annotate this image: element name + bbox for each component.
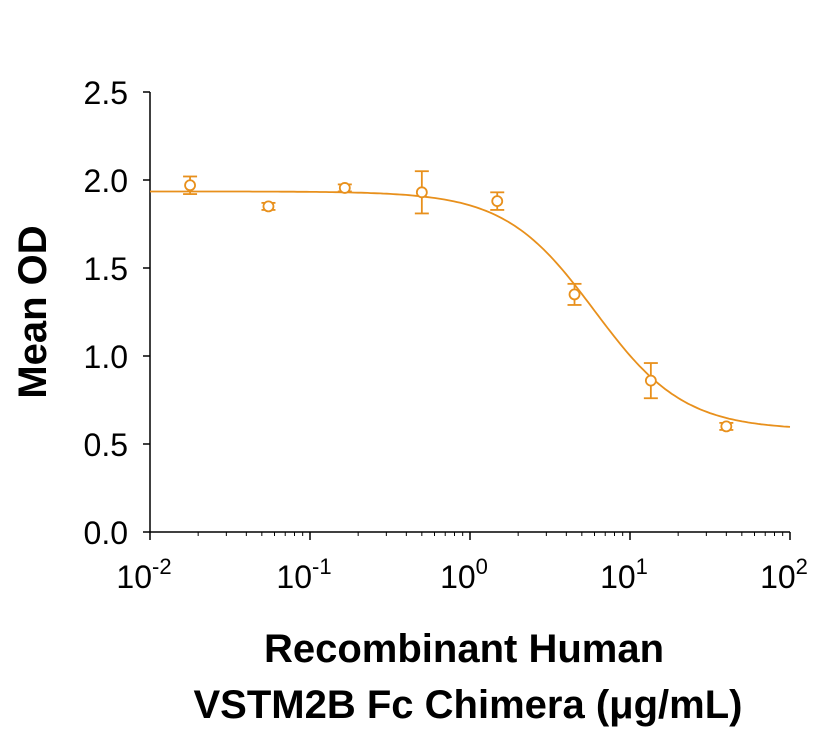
data-point [415, 186, 428, 199]
data-points [183, 170, 734, 433]
axes: 0.0 0.5 1.0 1.5 2.0 2.5 10-2 10-1 100 101 102 [84, 75, 808, 595]
x-tick-label: 101 [600, 554, 648, 595]
fit-curve-group [150, 190, 791, 428]
x-tick-label: 100 [440, 554, 488, 595]
y-tick-label: 2.0 [84, 163, 128, 199]
y-tick-label: 0.0 [84, 515, 128, 551]
x-tick-label: 10-2 [116, 554, 171, 595]
data-point [568, 288, 581, 301]
data-point [184, 179, 196, 192]
data-point [720, 420, 733, 433]
y-tick-label: 0.5 [84, 427, 128, 463]
y-axis-label: Mean OD [11, 225, 55, 398]
data-point [338, 182, 351, 194]
y-tick-label: 1.5 [84, 251, 128, 287]
fit-curve [150, 190, 791, 428]
x-tick-label: 102 [760, 554, 808, 595]
x-axis-label-line2: VSTM2B Fc Chimera (μg/mL) [194, 683, 743, 727]
x-tick-label: 10-1 [276, 554, 331, 595]
data-point [491, 195, 504, 208]
data-point [262, 200, 275, 213]
x-axis-label-line1: Recombinant Human [264, 627, 664, 671]
data-point [644, 374, 657, 387]
y-tick-label: 2.5 [84, 75, 128, 111]
y-tick-label: 1.0 [84, 339, 128, 375]
